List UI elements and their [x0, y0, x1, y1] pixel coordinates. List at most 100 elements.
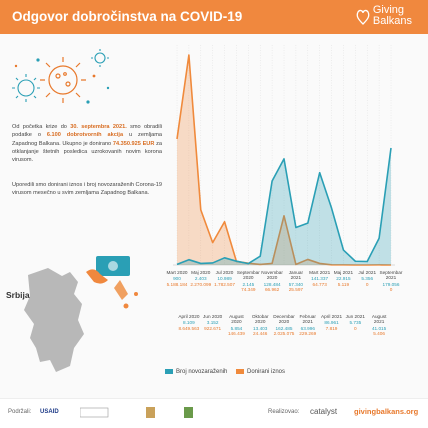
- series-line: [176, 147, 392, 266]
- map-label: Srbija: [6, 290, 30, 300]
- value-label: 5.406: [373, 331, 385, 337]
- legend-swatch: [165, 369, 173, 374]
- partner-logo: catalyst: [310, 407, 338, 416]
- highlight: 6.100 dobrotvornih akcija: [46, 132, 124, 139]
- x-tick-label: Novembar 2020: [261, 270, 283, 281]
- footer-label: Podržali:: [8, 409, 32, 415]
- value-label: 63.996: [300, 325, 315, 331]
- category-label-group: April 2020 8.109 8.649.563: [176, 314, 202, 331]
- value-label: 64.773: [312, 281, 327, 287]
- x-tick-label: Februar 2021: [299, 314, 316, 325]
- value-label: 13.403: [253, 325, 268, 331]
- x-tick-label: Mart 2020: [166, 270, 188, 275]
- value-label: 22.915: [336, 276, 351, 282]
- compare-text: Uporedili smo donirani iznos i broj novo…: [12, 182, 162, 197]
- value-label: 5.735: [349, 320, 362, 326]
- intro-text: Od početka krize do 30. septembra 2021. …: [12, 123, 162, 164]
- value-label: 2.025.075: [273, 331, 295, 337]
- category-label-group: Jun 2021 5.735 0: [342, 314, 368, 331]
- chart: [173, 45, 395, 266]
- header-bar: Odgovor dobročinstva na COVID-19 Giving …: [0, 0, 428, 34]
- x-tick-label: Mart 2021: [309, 270, 331, 275]
- sponsor-logo: USAID: [40, 409, 59, 415]
- x-tick-label: August 2020: [229, 314, 244, 325]
- x-tick-label: August 2021: [371, 314, 387, 325]
- value-label: 25.597: [288, 287, 304, 293]
- category-label-group: Novembar 2020 128.484 66.962: [259, 270, 285, 293]
- value-label: 5.188.184: [166, 281, 188, 287]
- value-label: 57.340: [288, 281, 304, 287]
- text: u zemljama Zapadnog Balkana. Ukupno je d…: [12, 132, 162, 147]
- value-label: 5.119: [337, 281, 350, 287]
- logo-word: Giving: [372, 4, 405, 16]
- x-tick-label: Decembar 2020: [273, 314, 295, 325]
- value-label: 0: [365, 281, 369, 287]
- category-label-group: Mart 2020 900 5.188.184: [164, 270, 190, 287]
- value-label: 141.337: [311, 276, 329, 282]
- legend-item: Donirani iznos: [236, 369, 285, 375]
- area-shade: [177, 148, 391, 265]
- x-tick-label: Jun 2020: [203, 314, 223, 319]
- category-label-group: Septembar 2020 2.145 74.349: [235, 270, 261, 293]
- category-label-group: Decembar 2020 162.485 2.025.075: [271, 314, 297, 337]
- x-tick-label: Septembar 2020: [236, 270, 260, 281]
- category-label-group: Mart 2021 141.337 64.773: [307, 270, 333, 287]
- category-label-group: Januar 2021 57.340 25.597: [283, 270, 309, 293]
- value-label: 2.403: [194, 276, 207, 282]
- x-tick-label: April 2020: [178, 314, 200, 319]
- value-label: 179.056: [382, 281, 400, 287]
- value-label: 86.961: [324, 320, 339, 326]
- footer-label: Realizovao:: [268, 409, 300, 415]
- value-label: 5.356: [361, 276, 374, 282]
- value-label: 8.109: [183, 320, 195, 326]
- website: givingbalkans.org: [354, 407, 419, 416]
- value-label: 8.649.563: [178, 325, 200, 331]
- sponsor-logos: [80, 407, 193, 418]
- value-label: 74.349: [241, 287, 256, 293]
- category-label-group: Septembar 2021 179.056 0: [378, 270, 404, 293]
- x-tick-label: Maj 2021: [333, 270, 354, 275]
- highlight: 30. septembra 2021.: [70, 124, 127, 130]
- text: za otklanjanje štetnih posledica uzrokov…: [12, 140, 162, 164]
- category-label-group: Oktobar 2020 13.403 24.446: [247, 314, 273, 337]
- logo: Giving Balkans: [356, 4, 412, 27]
- virus-illustration: [12, 49, 110, 104]
- value-label: 1.782.507: [214, 281, 235, 287]
- category-label-group: Maj 2021 22.915 5.119: [330, 270, 356, 287]
- highlight: 74.350.925 EUR: [112, 140, 155, 147]
- legend-label: Donirani iznos: [247, 369, 286, 376]
- value-label: 24.446: [253, 331, 268, 337]
- text: Od početka krize do: [12, 124, 71, 130]
- value-label: 2.270.099: [190, 281, 212, 287]
- value-label: 900: [173, 276, 181, 282]
- category-label-group: Jul 2021 5.356 0: [354, 270, 380, 287]
- value-label: 2.145: [242, 281, 255, 287]
- logo-icon: [356, 9, 370, 25]
- legend-item: Broj novozaraženih: [165, 369, 227, 375]
- category-label-group: Jul 2020 10.989 1.782.507: [212, 270, 238, 287]
- x-tick-label: Septembar 2021: [379, 270, 403, 281]
- x-tick-label: Jul 2021: [358, 270, 377, 275]
- value-label: 7.819: [325, 325, 338, 331]
- value-label: 922.671: [204, 325, 222, 331]
- value-label: 41.015: [371, 325, 387, 331]
- x-tick-label: Januar 2021: [288, 270, 304, 281]
- series-line: [176, 54, 392, 266]
- value-label: 3.152: [206, 320, 219, 326]
- page-title: Odgovor dobročinstva na COVID-19: [12, 9, 243, 24]
- category-label-group: Maj 2020 2.403 2.270.099: [188, 270, 214, 287]
- category-label-group: August 2020 5.854 146.439: [223, 314, 249, 337]
- value-label: 0: [389, 287, 393, 293]
- value-label: 10.989: [217, 276, 232, 282]
- map-illustration: [24, 256, 138, 372]
- x-tick-label: April 2021: [320, 314, 343, 319]
- value-label: 5.854: [230, 325, 243, 331]
- value-label: 0: [354, 325, 357, 331]
- value-label: 128.484: [263, 281, 281, 287]
- x-tick-label: Jun 2021: [345, 314, 365, 319]
- logo-word: Balkans: [372, 15, 412, 27]
- legend-label: Broj novozaraženih: [176, 369, 228, 376]
- footer: Podržali: USAID Realizovao: catalyst giv…: [0, 398, 428, 428]
- legend-swatch: [236, 369, 244, 374]
